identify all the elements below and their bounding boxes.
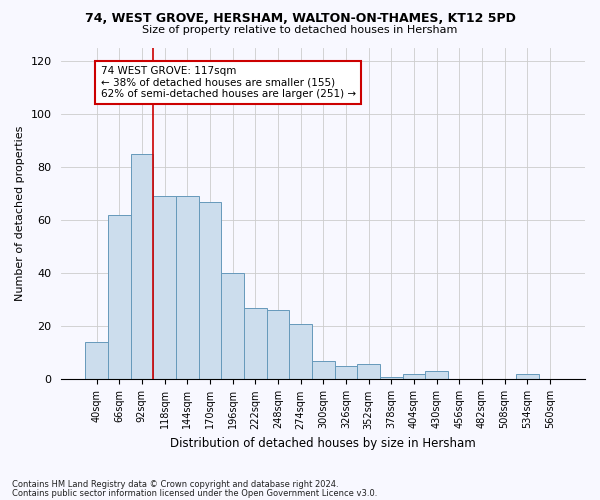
Bar [85, 342, 108, 380]
Text: 74, WEST GROVE, HERSHAM, WALTON-ON-THAMES, KT12 5PD: 74, WEST GROVE, HERSHAM, WALTON-ON-THAME… [85, 12, 515, 26]
Text: 74 WEST GROVE: 117sqm
← 38% of detached houses are smaller (155)
62% of semi-det: 74 WEST GROVE: 117sqm ← 38% of detached … [101, 66, 356, 100]
Bar [357, 364, 380, 380]
Bar [153, 196, 176, 380]
Bar [131, 154, 153, 380]
X-axis label: Distribution of detached houses by size in Hersham: Distribution of detached houses by size … [170, 437, 476, 450]
Bar [199, 202, 221, 380]
Bar [312, 361, 335, 380]
Text: Contains public sector information licensed under the Open Government Licence v3: Contains public sector information licen… [12, 488, 377, 498]
Bar [289, 324, 312, 380]
Bar [221, 273, 244, 380]
Text: Contains HM Land Registry data © Crown copyright and database right 2024.: Contains HM Land Registry data © Crown c… [12, 480, 338, 489]
Text: Size of property relative to detached houses in Hersham: Size of property relative to detached ho… [142, 25, 458, 35]
Bar [266, 310, 289, 380]
Bar [380, 377, 403, 380]
Bar [516, 374, 539, 380]
Bar [403, 374, 425, 380]
Bar [244, 308, 266, 380]
Y-axis label: Number of detached properties: Number of detached properties [15, 126, 25, 301]
Bar [425, 372, 448, 380]
Bar [176, 196, 199, 380]
Bar [335, 366, 357, 380]
Bar [108, 215, 131, 380]
